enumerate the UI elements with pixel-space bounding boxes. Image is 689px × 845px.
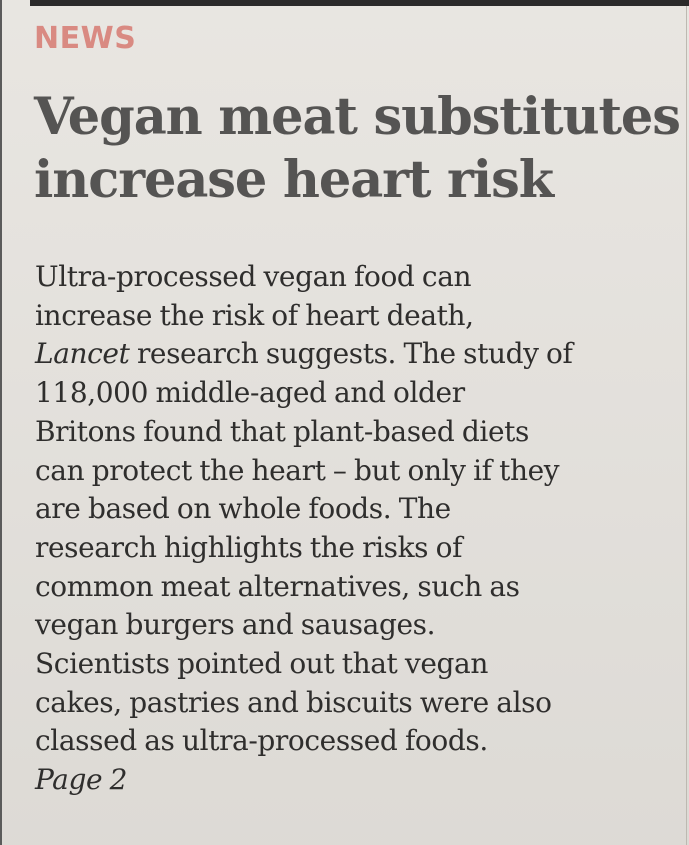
body-line-2: increase the risk of heart death, (35, 298, 474, 332)
body-line-1: Ultra-processed vegan food can (35, 260, 472, 293)
left-rule (0, 0, 2, 845)
body-line-11: Scientists pointed out that vegan (35, 647, 488, 681)
body-line-9: common meat alternatives, such as (35, 569, 520, 603)
body-line-5: Britons found that plant-based diets (35, 414, 529, 448)
page-reference[interactable]: Page 2 (35, 761, 675, 800)
right-rule (686, 6, 687, 845)
body-line-12: cakes, pastries and biscuits were also (35, 685, 552, 719)
body-line-7: are based on whole foods. The (35, 492, 451, 526)
body-line-3: Lancet research suggests. The study of (35, 335, 675, 374)
body-line-4: 118,000 middle-aged and older (35, 376, 465, 410)
body-line-10: vegan burgers and sausages. (35, 608, 436, 642)
section-kicker: NEWS (34, 21, 137, 56)
body-line-8: research highlights the risks of (35, 530, 463, 564)
headline-line-2: increase heart risk (34, 150, 554, 210)
headline: Vegan meat substitutes increase heart ri… (34, 86, 684, 212)
article-body: Ultra-processed vegan food can increase … (35, 258, 675, 800)
body-line-3-rest: research suggests. The study of (129, 337, 573, 371)
page-reference-text: Page 2 (35, 763, 128, 797)
body-line-6: can protect the heart – but only if they (35, 453, 560, 487)
top-rule (30, 0, 689, 6)
headline-line-1: Vegan meat substitutes (34, 87, 681, 147)
publication-name: Lancet (35, 337, 130, 371)
body-line-13: classed as ultra-processed foods. (35, 724, 488, 758)
